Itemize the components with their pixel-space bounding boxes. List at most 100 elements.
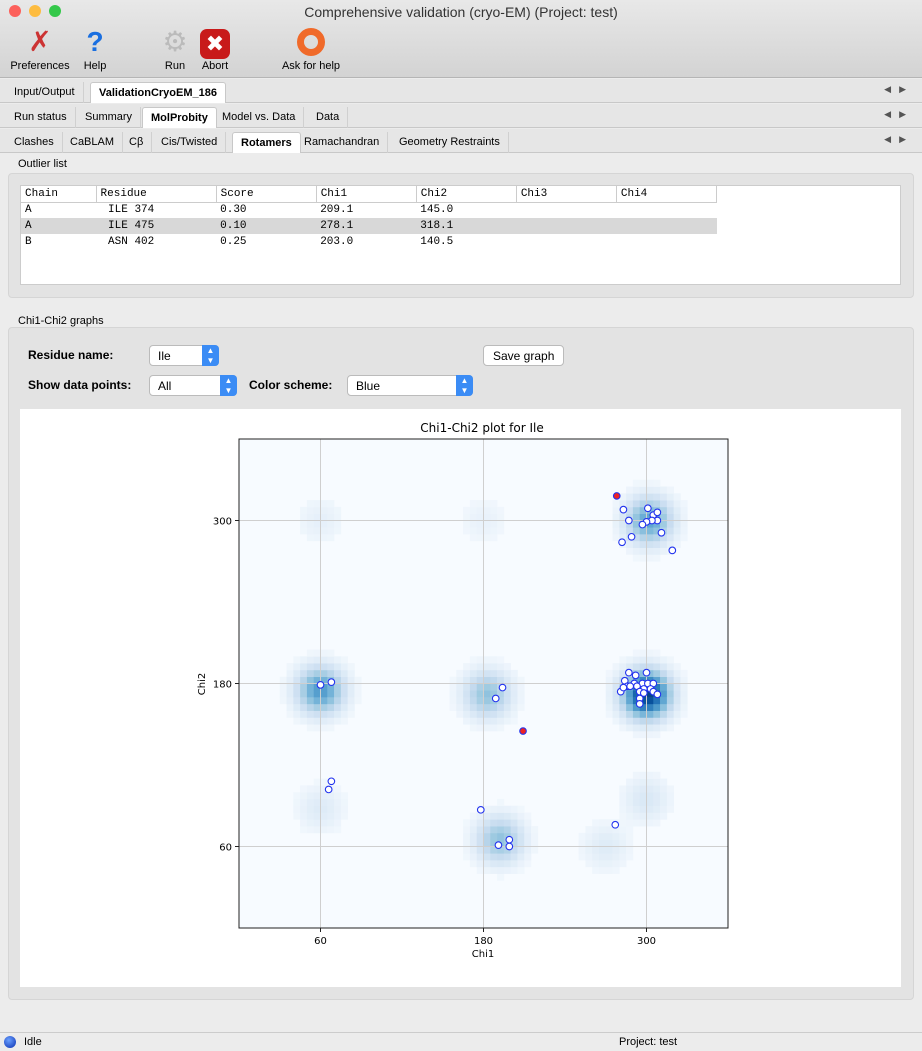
density-cell: [320, 805, 328, 813]
density-cell: [653, 649, 661, 657]
tab-run-status[interactable]: Run status: [6, 107, 76, 128]
density-cell: [619, 826, 627, 834]
save-graph-button[interactable]: Save graph: [483, 345, 565, 366]
density-cell: [476, 527, 484, 535]
density-cell: [490, 703, 498, 711]
density-cell: [327, 724, 335, 732]
outlier-table[interactable]: Chain Residue Score Chi1 Chi2 Chi3 Chi4 …: [20, 185, 901, 285]
density-cell: [639, 798, 647, 807]
tab-data[interactable]: Data: [308, 107, 349, 128]
density-cell: [653, 493, 661, 501]
abort-button[interactable]: ✖ Abort: [196, 24, 234, 72]
table-cell: B: [25, 236, 32, 248]
tab-molprobity[interactable]: MolProbity: [142, 107, 217, 128]
density-cell: [490, 826, 498, 834]
minimize-window-button[interactable]: [29, 5, 41, 17]
tab-validation[interactable]: ValidationCryoEM_186: [90, 82, 226, 103]
help-button[interactable]: ? Help: [78, 24, 112, 72]
density-cell: [327, 520, 335, 528]
tab-cablam[interactable]: CaBLAM: [62, 132, 124, 153]
residue-name-select[interactable]: Ile ▲ ▼: [149, 345, 219, 366]
density-cell: [612, 676, 620, 684]
density-cell: [293, 792, 301, 800]
tab-rotamers[interactable]: Rotamers: [232, 132, 301, 153]
density-cell: [653, 540, 661, 548]
density-cell: [490, 860, 498, 868]
density-cell: [313, 710, 321, 718]
density-cell: [510, 826, 518, 834]
col-chi2[interactable]: Chi2: [416, 186, 517, 203]
outlier-list-label: Outlier list: [18, 158, 67, 170]
tab-cis-twisted[interactable]: Cis/Twisted: [153, 132, 227, 153]
ask-for-help-button[interactable]: Ask for help: [276, 24, 346, 72]
density-cell: [354, 697, 362, 705]
show-data-points-label: Show data points:: [28, 378, 132, 392]
color-scheme-label: Color scheme:: [249, 378, 333, 392]
density-cell: [483, 717, 491, 725]
tab-cbeta[interactable]: Cβ: [121, 132, 153, 153]
tab-ramachandran[interactable]: Ramachandran: [296, 132, 389, 153]
chart-title: Chi1-Chi2 plot for Ile: [420, 421, 543, 435]
density-cell: [320, 798, 328, 807]
density-cell: [653, 717, 661, 725]
col-chi1[interactable]: Chi1: [316, 186, 417, 203]
tab-geometry-restraints[interactable]: Geometry Restraints: [391, 132, 509, 153]
density-cell: [490, 500, 498, 508]
tab-scroll-arrows[interactable]: ◀▶: [884, 109, 914, 119]
close-window-button[interactable]: [9, 5, 21, 17]
run-button[interactable]: ⚙ Run: [158, 24, 192, 72]
data-point: [498, 683, 507, 692]
density-cell: [612, 839, 620, 847]
col-chain[interactable]: Chain: [21, 186, 97, 203]
tab-model-vs-data[interactable]: Model vs. Data: [214, 107, 305, 128]
density-cell: [666, 513, 674, 521]
tab-input-output[interactable]: Input/Output: [6, 82, 84, 103]
density-cell: [490, 669, 498, 678]
tab-scroll-arrows[interactable]: ◀▶: [884, 84, 914, 94]
density-cell: [612, 853, 620, 861]
density-cell: [300, 676, 308, 684]
col-chi3[interactable]: Chi3: [516, 186, 617, 203]
table-row[interactable]: B ASN 402 0.25 203.0 140.5: [21, 234, 717, 250]
density-cell: [612, 860, 620, 868]
outlier-point: [519, 727, 527, 735]
density-cell: [313, 656, 321, 664]
density-cell: [660, 812, 668, 820]
density-cell: [605, 669, 613, 678]
tab-clashes[interactable]: Clashes: [6, 132, 63, 153]
tab-scroll-arrows[interactable]: ◀▶: [884, 134, 914, 144]
density-cell: [483, 860, 491, 868]
density-cell: [653, 554, 661, 562]
table-row[interactable]: A ILE 475 0.10 278.1 318.1: [21, 218, 717, 234]
density-cell: [293, 676, 301, 684]
density-cell: [646, 534, 654, 542]
density-cell: [605, 846, 613, 854]
table-row[interactable]: A ILE 374 0.30 209.1 145.0: [21, 202, 717, 218]
density-cell: [517, 676, 525, 684]
show-data-points-select[interactable]: All ▲ ▼: [149, 375, 237, 396]
density-cell: [619, 846, 627, 854]
density-cell: [340, 663, 348, 671]
density-cell: [646, 731, 654, 739]
molprobity-tabs: Clashes CaBLAM Cβ Cis/Twisted Rotamers R…: [0, 129, 922, 153]
col-chi4[interactable]: Chi4: [616, 186, 718, 203]
data-point: [324, 785, 333, 794]
col-residue[interactable]: Residue: [96, 186, 217, 203]
table-cell: [616, 234, 716, 250]
table-cell: 209.1: [320, 204, 354, 217]
density-cell: [313, 717, 321, 725]
color-scheme-select[interactable]: Blue ▲ ▼: [347, 375, 473, 396]
zoom-window-button[interactable]: [49, 5, 61, 17]
density-cell: [619, 513, 627, 521]
density-cell: [497, 846, 505, 854]
density-cell: [490, 710, 498, 718]
density-cell: [334, 656, 342, 664]
density-cell: [327, 710, 335, 718]
density-cell: [646, 792, 654, 800]
preferences-button[interactable]: ✗ Preferences: [6, 24, 74, 72]
col-score[interactable]: Score: [216, 186, 317, 203]
tab-summary[interactable]: Summary: [77, 107, 142, 128]
density-cell: [313, 500, 321, 508]
density-cell: [306, 717, 315, 725]
density-cell: [660, 785, 668, 793]
